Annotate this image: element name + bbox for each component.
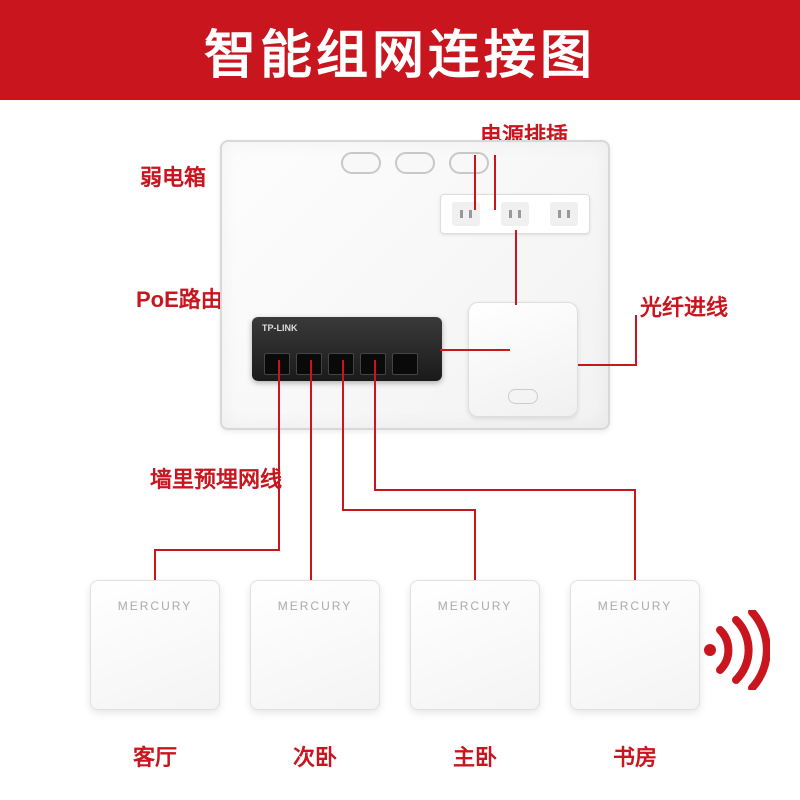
- box-hole: [341, 152, 381, 174]
- ap-brand: MERCURY: [278, 599, 352, 613]
- poe-router: TP-LINK: [252, 317, 442, 381]
- router-ports: [264, 353, 418, 375]
- outlet: [550, 202, 578, 226]
- ethernet-port: [392, 353, 418, 375]
- room-label: 客厅: [90, 740, 220, 772]
- router-brand: TP-LINK: [262, 323, 298, 333]
- ap-brand: MERCURY: [118, 599, 192, 613]
- room-label: 次卧: [250, 740, 380, 772]
- room-label: 书房: [570, 740, 700, 772]
- wifi-icon: [700, 610, 770, 690]
- ap-brand: MERCURY: [598, 599, 672, 613]
- weak-electrical-box: TP-LINK: [220, 140, 610, 430]
- box-hole: [449, 152, 489, 174]
- label-prewire: 墙里预埋网线: [150, 462, 282, 494]
- ethernet-port: [296, 353, 322, 375]
- room-label: 主卧: [410, 740, 540, 772]
- label-box: 弱电箱: [140, 160, 206, 192]
- ethernet-port: [264, 353, 290, 375]
- access-point: MERCURY: [90, 580, 220, 710]
- access-point: MERCURY: [570, 580, 700, 710]
- outlet: [452, 202, 480, 226]
- access-point: MERCURY: [250, 580, 380, 710]
- title-bar: 智能组网连接图: [0, 0, 800, 100]
- power-strip: [440, 194, 590, 234]
- box-holes: [341, 152, 489, 174]
- title-text: 智能组网连接图: [204, 13, 596, 88]
- modem-led: [508, 389, 538, 404]
- label-fiber: 光纤进线: [640, 290, 728, 322]
- room-labels: 客厅 次卧 主卧 书房: [90, 740, 700, 772]
- box-hole: [395, 152, 435, 174]
- ethernet-port: [360, 353, 386, 375]
- ap-row: MERCURY MERCURY MERCURY MERCURY: [90, 580, 700, 710]
- outlet: [501, 202, 529, 226]
- diagram-canvas: 弱电箱 电源排插 光猫 光纤进线 PoE路由器 墙里预埋网线 TP-LINK: [0, 100, 800, 800]
- access-point: MERCURY: [410, 580, 540, 710]
- ap-brand: MERCURY: [438, 599, 512, 613]
- optical-modem: [468, 302, 578, 417]
- ethernet-port: [328, 353, 354, 375]
